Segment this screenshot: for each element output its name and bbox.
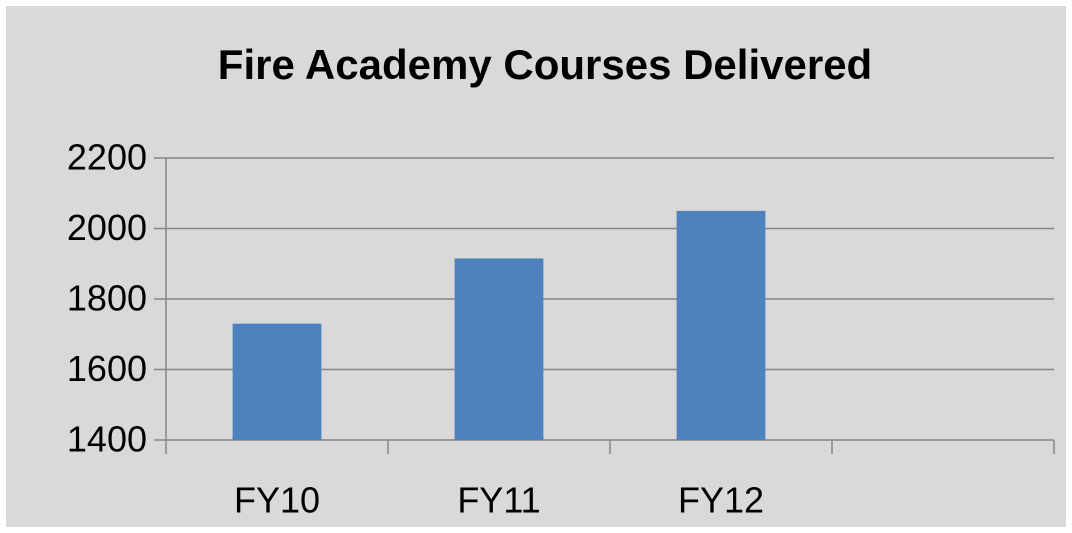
chart-title: Fire Academy Courses Delivered xyxy=(218,41,872,88)
bar xyxy=(232,323,322,440)
y-tick-label: 1800 xyxy=(67,278,147,319)
x-tick-label: FY10 xyxy=(234,480,320,521)
bar xyxy=(454,258,544,440)
y-tick-label: 2200 xyxy=(67,137,147,178)
y-tick-label: 1400 xyxy=(67,419,147,460)
bar xyxy=(676,210,766,440)
y-tick-label: 1600 xyxy=(67,348,147,389)
x-tick-label: FY12 xyxy=(678,480,764,521)
y-tick-label: 2000 xyxy=(67,207,147,248)
x-tick-label: FY11 xyxy=(457,480,540,521)
